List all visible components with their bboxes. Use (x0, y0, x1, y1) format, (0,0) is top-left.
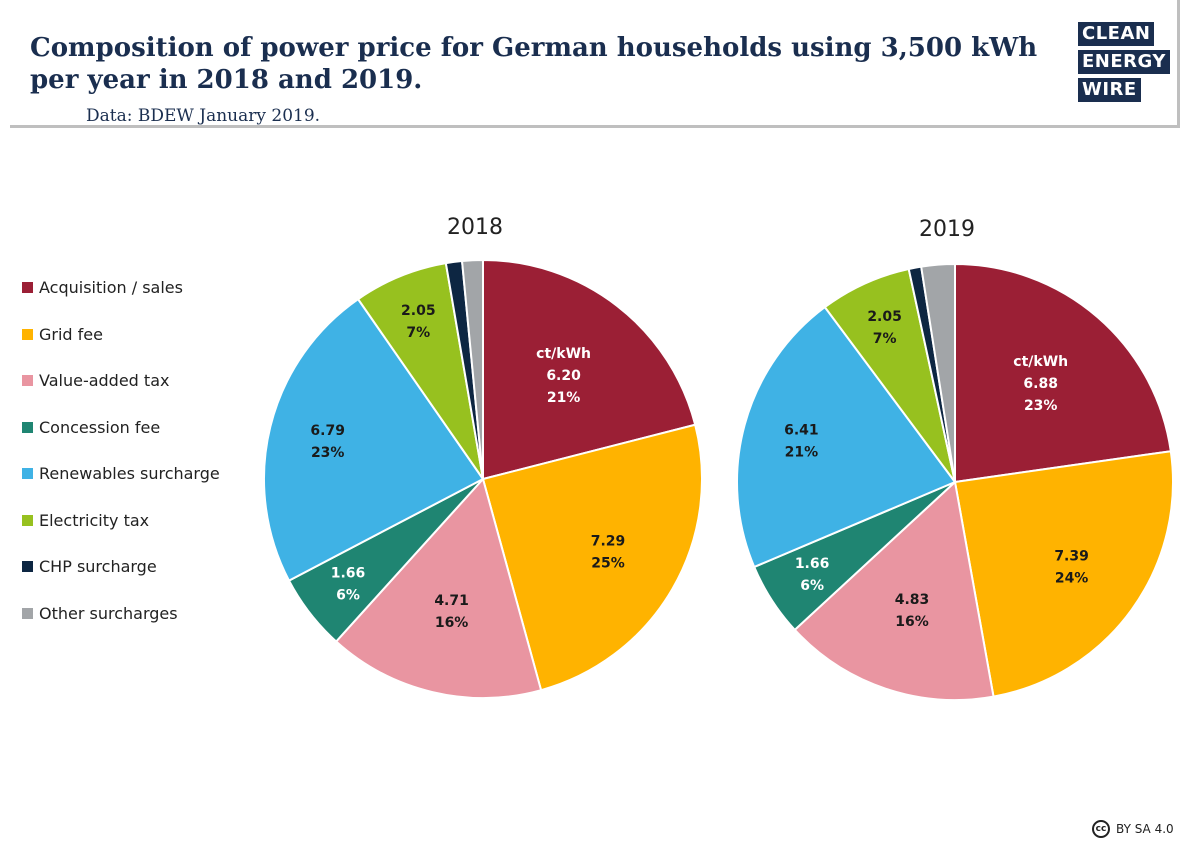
legend-swatch (22, 375, 33, 386)
unit-label: ct/kWh (536, 346, 591, 362)
logo-line-3: WIRE (1078, 78, 1141, 102)
data-label-value: 1.66 (331, 566, 366, 582)
pie-slice (736, 305, 957, 569)
legend: Acquisition / sales Grid fee Value-added t… (22, 276, 220, 648)
legend-label: Other surcharges (39, 603, 178, 623)
pie-slice (263, 297, 485, 582)
pie-2019: 2019 ct/kWh 6.88 23% 7.39 24% 4.83 16% 1.66 6% 6.4… (736, 217, 1174, 701)
data-label-percent: 21% (547, 390, 581, 406)
legend-label: Acquisition / sales (39, 278, 183, 297)
chart-subtitle: Data: BDEW January 2019. (86, 106, 321, 126)
legend-swatch (22, 561, 33, 572)
pie-slice (920, 262, 956, 483)
pie-slice (953, 450, 1174, 698)
legend-label: Electricity tax (39, 510, 150, 530)
legend-swatch (22, 421, 33, 433)
data-label-percent: 7% (406, 325, 430, 341)
legend-item: Acquisition / sales (22, 276, 220, 299)
data-label-value: 4.71 (434, 593, 469, 609)
pie-slice (460, 258, 484, 480)
legend-swatch (22, 328, 33, 340)
data-label-value: 4.83 (895, 592, 930, 608)
data-label-value: 6.88 (1023, 376, 1058, 392)
data-label-percent: 24% (1055, 570, 1089, 586)
pie-slice (482, 258, 697, 481)
data-label-percent: 7% (873, 331, 897, 347)
legend-label: Grid fee (39, 324, 103, 344)
chart-title: Composition of power price for German ho… (30, 33, 1038, 95)
pie-title: 2018 (447, 215, 503, 240)
legend-swatch (22, 282, 33, 293)
legend-label: Concession fee (39, 417, 161, 437)
legend-item: Renewables surcharge (22, 462, 220, 485)
legend-item: Grid fee (22, 323, 220, 346)
legend-label: Value-added tax (39, 371, 170, 390)
data-label-percent: 25% (591, 556, 625, 572)
data-label-value: 2.05 (401, 303, 436, 319)
data-label-percent: 6% (336, 588, 360, 604)
pie-slice (793, 480, 995, 701)
data-label-percent: 6% (800, 578, 824, 594)
data-label-percent: 23% (1024, 398, 1058, 414)
pie-2018: 2018 ct/kWh 6.20 21% 7.29 25% 4.71 16% 1.66 6% 6.7… (263, 215, 703, 699)
data-label-value: 6.41 (784, 422, 819, 438)
license-text: BY SA 4.0 (1116, 822, 1174, 836)
data-label-percent: 23% (311, 445, 345, 461)
data-label-value: 7.39 (1054, 548, 1089, 564)
data-label-value: 6.20 (546, 368, 581, 384)
legend-label: Renewables surcharge (39, 464, 220, 483)
legend-item: Concession fee (22, 416, 220, 439)
pie-slice (954, 262, 1172, 484)
logo-line-2: ENERGY (1078, 50, 1170, 74)
unit-label: ct/kWh (1013, 354, 1068, 370)
pie-title: 2019 (919, 217, 975, 242)
data-label-value: 2.05 (867, 309, 902, 325)
legend-swatch (22, 514, 33, 526)
data-label-percent: 21% (785, 444, 819, 460)
legend-item: Value-added tax (22, 369, 220, 392)
data-label-percent: 16% (435, 615, 469, 631)
pie-slice (334, 476, 543, 699)
legend-item: CHP surcharge (22, 555, 220, 578)
data-label-percent: 16% (895, 614, 929, 630)
legend-swatch (22, 607, 33, 619)
logo-line-1: CLEAN (1078, 22, 1155, 46)
legend-item: Other surcharges (22, 602, 220, 625)
header-frame (10, 0, 1180, 128)
data-label-value: 1.66 (795, 556, 830, 572)
license-badge[interactable]: cc BY SA 4.0 (1092, 820, 1174, 838)
data-label-value: 6.79 (310, 423, 345, 439)
legend-item: Electricity tax (22, 509, 220, 532)
legend-label: CHP surcharge (39, 557, 157, 576)
clean-energy-wire-logo: CLEAN ENERGY WIRE (1078, 22, 1170, 106)
pie-slice (481, 423, 703, 692)
data-label-value: 7.29 (591, 534, 626, 550)
legend-swatch (22, 468, 33, 479)
cc-icon: cc (1092, 820, 1110, 838)
